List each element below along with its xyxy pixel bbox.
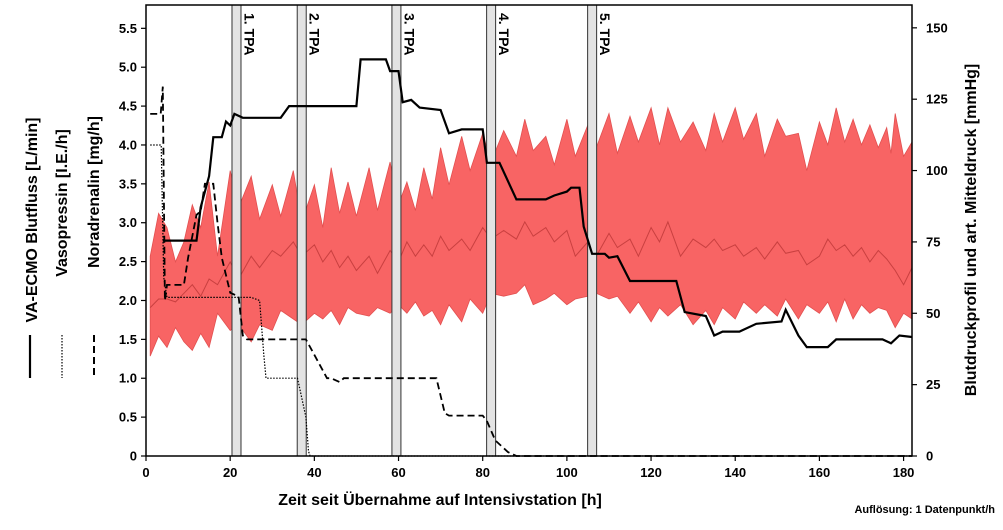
y-left-tick-label: 5.0 bbox=[119, 60, 137, 75]
x-tick-label: 160 bbox=[809, 465, 831, 480]
tpa-marker-4 bbox=[486, 4, 497, 457]
series-line-dashed bbox=[150, 86, 912, 457]
y-left-tick-label: 3.0 bbox=[119, 215, 137, 230]
x-tick-label: 100 bbox=[556, 465, 578, 480]
axes-layer: 0 20 40 60 80 100 120 140 160 180 0 0.5 1.0 1.5 2.0 2.5… bbox=[119, 4, 948, 480]
y-left-tick-label: 4.0 bbox=[119, 137, 137, 152]
y-left-tick-label: 3.5 bbox=[119, 176, 137, 191]
y-right-tick-label: 100 bbox=[926, 163, 948, 178]
pressure-band-layer bbox=[149, 106, 913, 357]
x-tick-label: 20 bbox=[223, 465, 237, 480]
series-lines-layer bbox=[150, 58, 913, 457]
x-tick-label: 140 bbox=[724, 465, 746, 480]
y-left-title-noradrenalin: Noradrenalin [mg/h] bbox=[86, 116, 103, 268]
y-left-tick-label: 2.0 bbox=[119, 293, 137, 308]
y-right-tick-label: 75 bbox=[926, 234, 940, 249]
plot-frame bbox=[145, 4, 913, 457]
y-right-tick-label: 125 bbox=[926, 92, 948, 107]
tpa-marker-1 bbox=[231, 4, 242, 457]
y-left-tick-label: 0.5 bbox=[119, 410, 137, 425]
tpa-label-2: 2. TPA bbox=[307, 13, 323, 56]
y-left-tick-label: 1.5 bbox=[119, 332, 137, 347]
y-right-tick-label: 0 bbox=[926, 449, 933, 464]
y-right-title: Blutdruckprofil und art. Mitteldruck [mm… bbox=[963, 64, 980, 396]
y-left-tick-label: 5.5 bbox=[119, 21, 137, 36]
mean-pressure-line bbox=[149, 220, 913, 308]
tpa-label-4: 4. TPA bbox=[496, 13, 512, 56]
y-left-tick-label: 4.5 bbox=[119, 99, 137, 114]
x-axis-title: Zeit seit Übernahme auf Intensivstation … bbox=[278, 490, 602, 509]
y-right-tick-label: 150 bbox=[926, 20, 948, 35]
tpa-label-5: 5. TPA bbox=[597, 13, 613, 56]
tpa-marker-5 bbox=[587, 4, 598, 457]
y-left-tick-label: 2.5 bbox=[119, 254, 137, 269]
y-left-tick-label: 0 bbox=[130, 449, 137, 464]
x-tick-label: 80 bbox=[475, 465, 489, 480]
series-line-solid bbox=[162, 58, 913, 349]
x-tick-label: 40 bbox=[307, 465, 321, 480]
tpa-label-1: 1. TPA bbox=[241, 13, 257, 56]
y-left-title-vasopressin: Vasopressin [I.E./h] bbox=[54, 129, 71, 277]
x-tick-label: 0 bbox=[142, 465, 149, 480]
y-right-tick-label: 50 bbox=[926, 306, 940, 321]
y-left-title-ecmo: VA-ECMO Blutfluss [L/min] bbox=[24, 117, 41, 322]
tpa-label-3: 3. TPA bbox=[401, 13, 417, 56]
x-tick-label: 180 bbox=[893, 465, 915, 480]
resolution-note: Auflösung: 1 Datenpunkt/h bbox=[854, 504, 995, 516]
x-tick-label: 120 bbox=[640, 465, 662, 480]
y-left-tick-label: 1.0 bbox=[119, 371, 137, 386]
y-right-tick-label: 25 bbox=[926, 377, 940, 392]
tpa-marker-2 bbox=[296, 4, 307, 457]
legend-layer bbox=[28, 335, 95, 378]
x-tick-label: 60 bbox=[391, 465, 405, 480]
